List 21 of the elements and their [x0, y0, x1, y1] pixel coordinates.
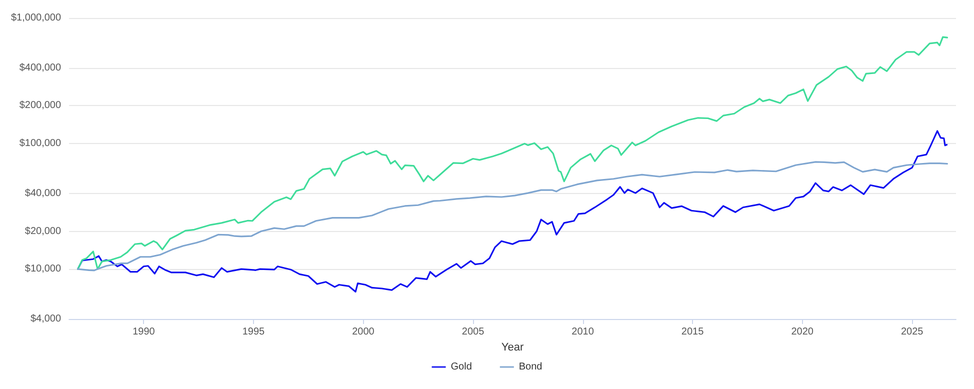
legend-label: Gold — [450, 362, 472, 372]
y-tick-label: $400,000 — [19, 62, 62, 74]
legend-label: Bond — [518, 362, 542, 372]
line-series — [77, 36, 948, 270]
y-tick-label: $40,000 — [24, 188, 62, 199]
x-tick-label: 1995 — [242, 326, 266, 338]
y-tick-label: $100,000 — [19, 138, 62, 150]
x-tick-label: 2015 — [681, 326, 704, 338]
x-axis-title: Year — [501, 341, 524, 354]
x-tick-label: 1990 — [132, 326, 156, 338]
y-tick-label: $10,000 — [24, 264, 62, 275]
x-tick-label: 2020 — [791, 326, 814, 338]
y-tick-label: $20,000 — [24, 226, 62, 237]
y-tick-label: $4,000 — [30, 314, 62, 324]
x-tick-label: 2000 — [352, 326, 375, 338]
x-tick-label: 2025 — [900, 326, 924, 338]
y-tick-label: $200,000 — [19, 100, 62, 112]
x-tick-label: 2010 — [572, 326, 594, 338]
x-tick-label: 2005 — [462, 326, 485, 338]
line-series — [77, 161, 948, 272]
y-tick-label: $1,000,000 — [10, 12, 62, 24]
